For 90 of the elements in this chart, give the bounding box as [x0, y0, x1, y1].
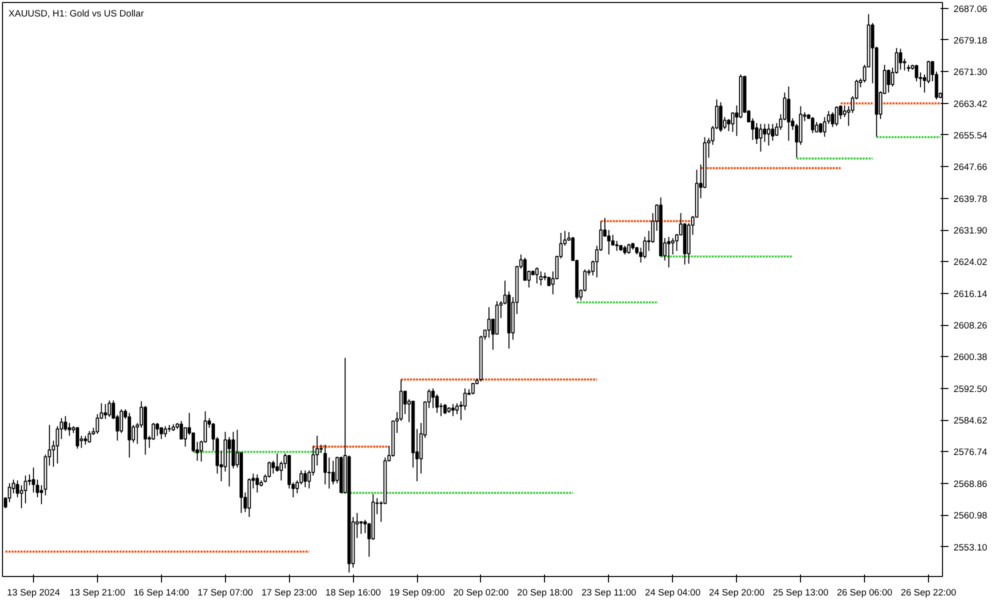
candlestick	[164, 426, 168, 438]
candlestick	[627, 243, 631, 254]
candlestick	[64, 416, 68, 432]
y-tick-label: 2560.98	[954, 510, 988, 521]
candlestick	[228, 436, 231, 487]
candlestick	[535, 266, 539, 284]
candlestick	[455, 402, 459, 415]
candlestick	[886, 69, 890, 94]
candlestick	[16, 480, 20, 498]
candlestick	[108, 400, 112, 418]
candlestick	[359, 520, 363, 534]
candlestick	[463, 388, 467, 411]
candlestick	[160, 427, 164, 440]
x-tick-label: 25 Sep 13:00	[772, 588, 828, 598]
candlestick	[667, 236, 670, 268]
candlestick	[818, 122, 822, 134]
candlestick	[547, 276, 551, 287]
x-tick-label: 24 Sep 04:00	[645, 588, 701, 598]
y-tick-label: 2631.90	[954, 226, 988, 236]
candlestick	[435, 394, 439, 414]
candlestick	[643, 236, 647, 260]
y-tick-label: 2592.50	[954, 384, 988, 394]
candlestick	[786, 86, 790, 142]
candlestick	[32, 467, 36, 493]
y-tick-label: 2616.14	[954, 288, 988, 299]
candlestick	[914, 64, 918, 82]
y-tick-label: 2639.78	[954, 194, 988, 204]
x-tick-label: 18 Sep 16:00	[325, 588, 381, 598]
x-tick-label: 16 Sep 14:00	[134, 588, 190, 598]
candlestick	[487, 306, 491, 338]
candlestick	[96, 414, 100, 434]
candlestick	[104, 404, 108, 420]
y-tick-label: 2663.42	[954, 98, 988, 109]
candlestick	[766, 123, 770, 146]
y-tick-label: 2576.74	[954, 447, 988, 458]
x-tick-label: 26 Sep 22:00	[900, 588, 956, 598]
x-tick-label: 23 Sep 11:00	[581, 588, 636, 598]
candlestick	[20, 484, 24, 509]
candlestick	[523, 257, 527, 282]
x-tick-label: 20 Sep 18:00	[517, 588, 573, 598]
candlestick	[898, 48, 902, 70]
x-tick-label: 13 Sep 2024	[7, 588, 60, 598]
candlestick	[76, 426, 80, 450]
candlestick	[431, 388, 435, 409]
candlestick	[40, 484, 44, 505]
candlestick	[331, 460, 335, 485]
candlestick	[758, 123, 762, 152]
candlestick	[327, 457, 331, 489]
y-tick-label: 2647.66	[954, 162, 988, 172]
y-tick-label: 2679.18	[954, 35, 988, 46]
y-tick-label: 2624.02	[954, 257, 988, 268]
candlestick	[24, 475, 28, 504]
candlestick	[128, 412, 132, 458]
candlestick	[323, 444, 327, 485]
candlestick	[814, 121, 818, 133]
y-tick-label: 2600.38	[954, 352, 988, 362]
candlestick	[762, 123, 766, 142]
text: XAUUSD, H1: Gold vs US Dollar	[8, 8, 144, 18]
candlestick	[926, 60, 930, 84]
candlestick	[770, 123, 774, 142]
y-tick-label: 2671.30	[954, 67, 988, 78]
candlestick	[810, 116, 814, 134]
x-tick-label: 24 Sep 20:00	[708, 588, 764, 598]
x-tick-label: 17 Sep 07:00	[198, 588, 254, 598]
x-tick-label: 13 Sep 21:00	[70, 588, 126, 598]
candlestick	[443, 404, 447, 415]
candlestick	[719, 102, 722, 132]
y-tick-label: 2584.62	[954, 416, 988, 426]
candlestick	[303, 470, 307, 488]
y-tick-label: 2655.54	[954, 130, 988, 140]
y-tick-label: 2568.86	[954, 478, 988, 489]
x-tick-label: 26 Sep 06:00	[836, 588, 892, 598]
candlestick	[299, 470, 303, 485]
candlestick	[276, 453, 279, 472]
candlestick	[539, 270, 543, 286]
x-tick-label: 17 Sep 23:00	[261, 588, 317, 598]
candlestick	[156, 422, 160, 436]
candlestick	[180, 420, 184, 440]
candlestick	[268, 461, 271, 478]
y-tick-label: 2553.10	[954, 542, 988, 552]
candlestick	[184, 427, 188, 448]
candlestick	[451, 404, 455, 417]
candlestick	[615, 240, 619, 252]
candlestick	[834, 106, 838, 126]
y-tick-label: 2687.06	[954, 4, 988, 14]
x-tick-label: 20 Sep 02:00	[453, 588, 509, 598]
x-tick-label: 19 Sep 09:00	[389, 588, 445, 598]
candlestick	[56, 426, 60, 464]
y-tick-label: 2608.26	[954, 320, 988, 331]
candlestick	[256, 474, 259, 493]
